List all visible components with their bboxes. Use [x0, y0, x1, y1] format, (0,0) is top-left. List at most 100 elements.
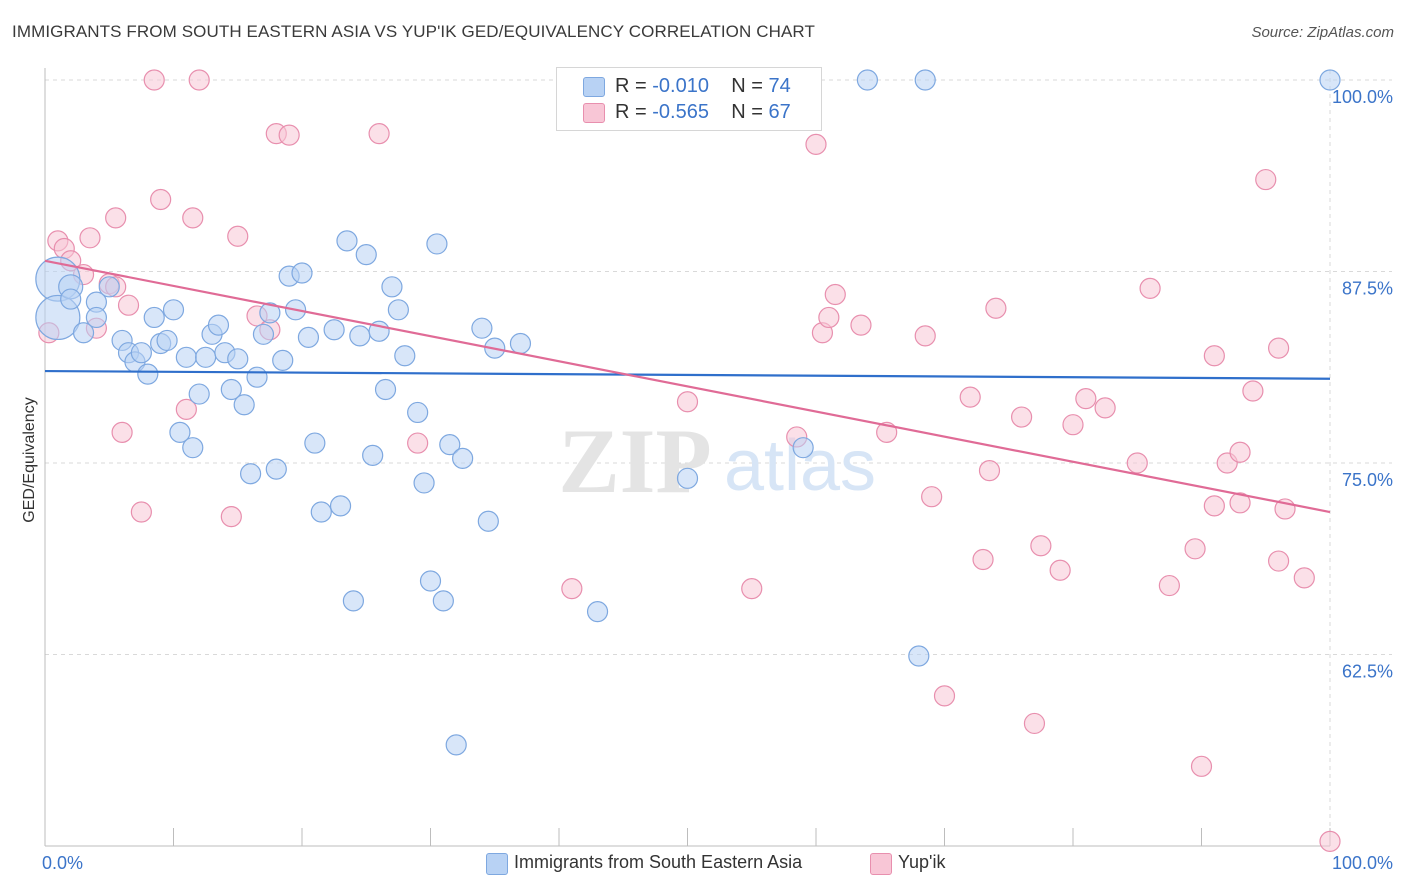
point-immigrants-se-asia — [349, 325, 371, 347]
point-yupik — [175, 398, 197, 420]
point-immigrants-se-asia — [272, 349, 294, 371]
point-immigrants-se-asia — [792, 437, 814, 459]
x-tick-label: 100.0% — [1332, 853, 1393, 873]
point-immigrants-se-asia — [169, 421, 191, 443]
legend-n-value-pink: 67 — [768, 101, 791, 123]
point-immigrants-se-asia — [1319, 69, 1341, 91]
legend-r-label: R = — [615, 75, 647, 97]
point-immigrants-se-asia — [342, 590, 364, 612]
point-yupik — [985, 297, 1007, 319]
point-yupik — [561, 578, 583, 600]
bottom-legend-label-blue: Immigrants from South Eastern Asia — [514, 852, 803, 872]
point-immigrants-se-asia — [509, 332, 532, 355]
point-immigrants-se-asia — [856, 69, 879, 91]
watermark-zip: ZIP — [558, 410, 711, 512]
legend-n-value-blue: 74 — [768, 75, 791, 97]
point-immigrants-se-asia — [413, 472, 435, 494]
point-yupik — [1242, 380, 1264, 402]
point-immigrants-se-asia — [329, 495, 352, 517]
point-immigrants-se-asia — [394, 345, 416, 367]
point-immigrants-se-asia — [374, 378, 397, 401]
legend-r-value-blue: -0.010 — [652, 75, 709, 97]
point-immigrants-se-asia — [259, 302, 281, 324]
point-immigrants-se-asia — [310, 501, 332, 523]
legend-swatch-pink — [583, 103, 605, 123]
point-yupik — [1126, 452, 1148, 474]
point-yupik — [1293, 567, 1315, 589]
y-tick-label: 62.5% — [1342, 662, 1393, 682]
point-immigrants-se-asia — [297, 326, 320, 348]
point-yupik — [1190, 755, 1213, 777]
point-immigrants-se-asia — [137, 363, 159, 385]
point-yupik — [1229, 441, 1251, 463]
point-immigrants-se-asia — [252, 323, 275, 345]
point-immigrants-se-asia — [419, 570, 442, 592]
point-immigrants-se-asia — [445, 734, 467, 756]
legend-r-label: R = — [615, 101, 647, 123]
x-tick-label: 0.0% — [42, 853, 83, 873]
point-immigrants-se-asia — [908, 645, 930, 667]
point-yupik — [1203, 495, 1225, 517]
trend-line-immigrants-se-asia — [44, 369, 1331, 380]
point-yupik — [368, 123, 390, 145]
legend: R = -0.010 N = 74 R = -0.565 N = 67 — [556, 67, 822, 131]
point-immigrants-se-asia — [220, 378, 242, 401]
point-yupik — [1184, 538, 1206, 560]
point-immigrants-se-asia — [387, 299, 409, 321]
point-immigrants-se-asia — [175, 346, 197, 368]
legend-n-label: N = — [731, 75, 763, 97]
point-yupik — [1139, 277, 1161, 299]
point-yupik — [978, 460, 1001, 482]
y-tick-label: 100.0% — [1332, 87, 1393, 107]
point-yupik — [824, 283, 846, 306]
point-immigrants-se-asia — [914, 69, 936, 91]
point-immigrants-se-asia — [676, 467, 699, 489]
point-yupik — [1094, 397, 1116, 419]
bottom-legend-label-pink: Yup'ik — [898, 852, 946, 872]
point-immigrants-se-asia — [240, 463, 262, 485]
point-immigrants-se-asia — [477, 510, 499, 532]
source-label: Source: ZipAtlas.com — [1251, 24, 1394, 41]
point-yupik — [818, 306, 840, 329]
point-immigrants-se-asia — [336, 230, 358, 252]
y-tick-label: 87.5% — [1342, 279, 1393, 299]
point-yupik — [1030, 535, 1052, 557]
point-yupik — [1267, 337, 1290, 359]
point-immigrants-se-asia — [156, 329, 178, 352]
point-immigrants-se-asia — [265, 458, 287, 480]
point-immigrants-se-asia — [362, 444, 384, 466]
point-yupik — [111, 421, 133, 443]
point-yupik — [1062, 414, 1084, 436]
point-yupik — [914, 325, 936, 347]
point-yupik — [959, 386, 981, 408]
point-yupik — [227, 225, 249, 247]
point-yupik — [117, 294, 140, 316]
trend-lines — [44, 259, 1331, 514]
point-immigrants-se-asia — [227, 348, 249, 370]
point-yupik — [150, 188, 172, 211]
point-yupik — [1255, 168, 1277, 191]
point-immigrants-se-asia — [586, 601, 609, 623]
point-yupik — [1319, 830, 1341, 853]
point-yupik — [79, 227, 101, 249]
point-immigrants-se-asia — [85, 306, 108, 329]
point-yupik — [130, 501, 152, 523]
point-immigrants-se-asia — [162, 299, 185, 321]
point-yupik — [220, 506, 242, 528]
tick-labels: 62.5% 75.0% 87.5% 100.0% 0.0% 100.0% — [42, 87, 1393, 873]
point-immigrants-se-asia — [246, 366, 268, 388]
point-immigrants-se-asia — [72, 322, 95, 344]
point-immigrants-se-asia — [182, 437, 204, 459]
point-yupik — [1049, 559, 1071, 581]
point-immigrants-se-asia — [207, 314, 230, 336]
point-yupik — [1075, 388, 1097, 410]
point-immigrants-se-asia — [407, 401, 429, 424]
point-yupik — [1010, 406, 1033, 428]
point-immigrants-se-asia — [195, 346, 217, 368]
point-immigrants-se-asia — [439, 434, 461, 456]
point-yupik — [933, 685, 956, 707]
bottom-legend-swatch-blue — [486, 853, 508, 875]
point-immigrants-se-asia — [291, 262, 313, 284]
series-immigrants-se-asia — [35, 69, 1341, 756]
